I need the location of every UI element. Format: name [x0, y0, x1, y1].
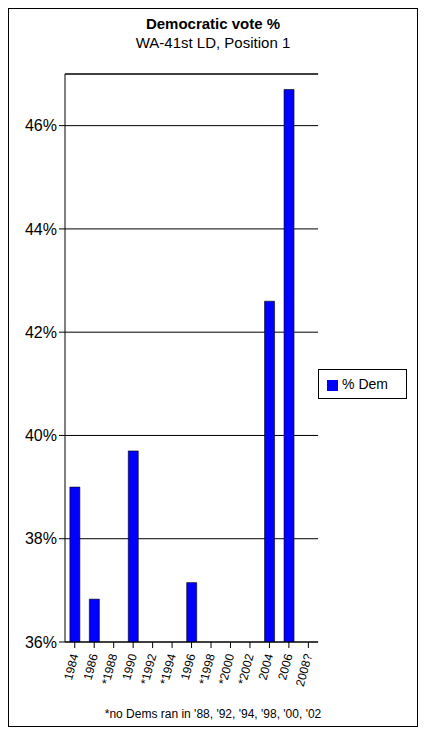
svg-text:46%: 46%	[25, 117, 57, 134]
svg-text:*1994: *1994	[157, 652, 179, 686]
svg-text:38%: 38%	[25, 530, 57, 547]
svg-text:*2000: *2000	[216, 652, 238, 686]
svg-text:*2002: *2002	[235, 652, 257, 686]
html-text:*no Dems ran in '88, '92, '94,: *no Dems ran in '88, '92, '94, '98, '00,…	[104, 707, 322, 721]
html-text:% Dem: % Dem	[342, 376, 388, 392]
svg-text:1984: 1984	[61, 652, 82, 682]
svg-text:2008?: 2008?	[293, 652, 315, 688]
svg-text:1990: 1990	[119, 652, 140, 682]
svg-text:1996: 1996	[178, 652, 199, 682]
svg-text:*1992: *1992	[138, 652, 160, 686]
svg-text:2004: 2004	[256, 652, 277, 682]
svg-text:2006: 2006	[275, 652, 296, 682]
html-text:WA-41st LD, Position 1: WA-41st LD, Position 1	[135, 34, 291, 51]
svg-text:44%: 44%	[25, 221, 57, 238]
svg-text:1986: 1986	[81, 652, 102, 682]
svg-text:*1998: *1998	[196, 652, 218, 686]
svg-text:36%: 36%	[25, 634, 57, 651]
svg-text:42%: 42%	[25, 324, 57, 341]
svg-text:*1988: *1988	[99, 652, 121, 686]
svg-text:40%: 40%	[25, 427, 57, 444]
html-text:Democratic vote %: Democratic vote %	[145, 15, 281, 32]
